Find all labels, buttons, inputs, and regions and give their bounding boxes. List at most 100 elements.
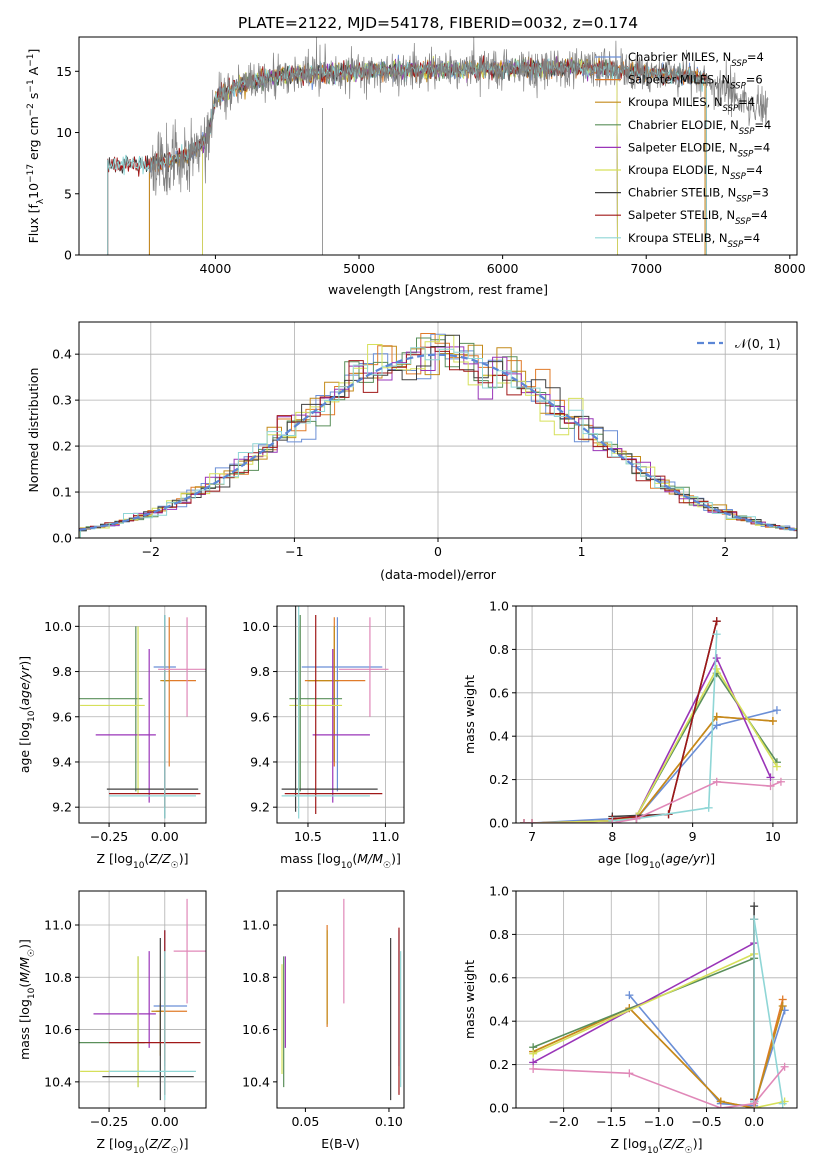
mass_vs_age-frame (276, 605, 405, 824)
label-part: mass [log (17, 999, 32, 1060)
y-tick-label: 9.2 (250, 800, 270, 815)
legend-tail: =4 (743, 231, 760, 245)
legend-entry: Chabrier STELIB, NSSP=3 (628, 186, 769, 205)
y-tick-label: 0.6 (489, 970, 509, 985)
y-tick-label: 10.0 (242, 619, 270, 634)
ebv_vs_mass-axes: 0.05 0.10 10.4 10.6 10.8 11.0 E(B-V) (242, 890, 405, 1151)
label-part: age/yr (665, 851, 706, 866)
y-tick-label: 0.3 (52, 393, 72, 408)
label-part: ] (26, 49, 41, 54)
hist-kroupa-stelib (79, 347, 797, 538)
legend-tail: =4 (753, 140, 770, 154)
label-part: ( (352, 851, 357, 866)
hist-kroupa-elodie (79, 335, 797, 538)
y-tick-label: 0.0 (489, 1101, 509, 1116)
weight-line-salpeter-miles (524, 715, 773, 823)
label-part: −17 (26, 164, 36, 183)
residual_hist-plot-area (79, 333, 797, 538)
y-tick-label: 15 (56, 64, 72, 79)
x-tick-label: 0.05 (291, 1114, 319, 1129)
label-part: )] (17, 939, 32, 949)
label-part: ( (144, 851, 149, 866)
label-part: ( (17, 983, 32, 988)
label-part: 10 (133, 1146, 145, 1156)
y-tick-label: 0.8 (489, 642, 509, 657)
label-part: )] (693, 1136, 703, 1151)
label-part: M/M (17, 957, 32, 983)
legend-entry: Salpeter STELIB, NSSP=4 (628, 208, 768, 227)
label-part: )] (17, 656, 32, 666)
label-part: ( (658, 1136, 663, 1151)
x-tick-label: 9 (689, 829, 697, 844)
y-axis-label: Normed distribution (26, 368, 41, 493)
weight-line-chabrier-miles (628, 994, 786, 1107)
y-tick-label: 9.6 (52, 709, 72, 724)
x-axis-label: mass [log10(M/M☉)] (280, 851, 401, 871)
label-part: −1 (26, 79, 36, 92)
label-part: )] (705, 851, 715, 866)
y-tick-label: 0.2 (52, 439, 72, 454)
label-part: age [log (598, 851, 649, 866)
weight-line-salpeter-miles (532, 999, 784, 1108)
legend-text: Kroupa STELIB, N (628, 231, 728, 245)
label-part: )] (179, 851, 189, 866)
spectrum-axes: 4000 5000 6000 7000 8000 0 5 10 15 Chabrier MILES… (26, 36, 806, 297)
y-axis-label: Flux [fλ10−17 erg cm−2 s−1 A−1] (26, 49, 46, 244)
label-part: 10 (26, 183, 41, 199)
x-tick-label: −1 (285, 544, 303, 559)
label-part: Z/Z (662, 1136, 685, 1151)
legend-text: Salpeter MILES, N (628, 73, 730, 87)
weight-line-chabrier-elodie (532, 957, 755, 1108)
label-part: )] (179, 1136, 189, 1151)
label-part: −1 (26, 54, 36, 67)
weight-line-kroupa-miles (524, 715, 773, 823)
label-part: s (26, 93, 41, 104)
legend-tail: =4 (746, 163, 763, 177)
legend-text: Chabrier STELIB, N (628, 186, 736, 200)
x-tick-label: −0.25 (90, 829, 128, 844)
x-tick-label: −0.25 (90, 1114, 128, 1129)
label-part: ☉ (685, 1146, 693, 1156)
label-part: ( (17, 706, 32, 711)
legend-entry: Salpeter ELODIE, NSSP=4 (628, 140, 770, 159)
z_vs_age-axes: −0.25 0.009.29.49.69.810.0Z [log10(Z/Z☉)]… (17, 605, 207, 871)
spectrum-plot-area (107, 37, 769, 255)
legend-sub: SSP (723, 104, 739, 114)
x-axis-label: (data-model)/error (380, 567, 497, 582)
legend-text: Salpeter STELIB, N (628, 208, 735, 222)
y-tick-label: 10.6 (44, 1022, 72, 1037)
label-part: )] (391, 851, 401, 866)
label-part: Z [log (97, 1136, 133, 1151)
y-axis-label: mass weight (462, 960, 477, 1039)
label-part: 10 (27, 987, 37, 999)
y-tick-label: 0.0 (52, 531, 72, 546)
y-tick-label: 9.8 (52, 664, 72, 679)
x-axis-label: wavelength [Angstrom, rest frame] (328, 282, 548, 297)
x-axis-label: E(B-V) (321, 1136, 360, 1151)
y-tick-label: 11.0 (44, 917, 72, 932)
x-tick-label: 0 (434, 544, 442, 559)
y-tick-label: 1.0 (489, 884, 509, 899)
label-part: mass [log (280, 851, 341, 866)
legend-entry: Kroupa ELODIE, NSSP=4 (628, 163, 763, 182)
legend-tail: =3 (752, 186, 769, 200)
x-tick-label: 7 (528, 829, 536, 844)
age_weights-frame (515, 605, 798, 824)
y-axis-label: mass [log10(M/M☉)] (17, 939, 37, 1060)
legend-text: Kroupa MILES, N (628, 95, 723, 109)
y-tick-label: 0.4 (52, 347, 72, 362)
y-tick-label: 9.2 (52, 800, 72, 815)
z_vs_age-plot-area (79, 615, 206, 819)
x-tick-label: 4000 (200, 261, 232, 276)
label-part: ☉ (171, 1146, 179, 1156)
y-tick-label: 0.4 (489, 1014, 509, 1029)
label-part: E(B-V) (321, 1136, 360, 1151)
legend-sub: SSP (731, 59, 747, 69)
legend-sub: SSP (736, 195, 752, 205)
legend-text: Chabrier ELODIE, N (628, 118, 739, 132)
label-part: ☉ (383, 861, 391, 871)
spectrum-frame (78, 36, 798, 256)
